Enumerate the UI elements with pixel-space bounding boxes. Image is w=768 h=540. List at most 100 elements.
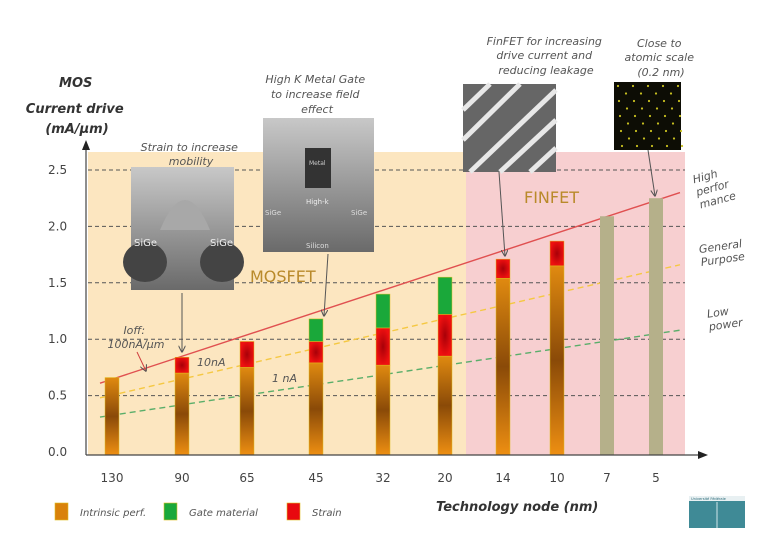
atom-dot (679, 129, 683, 133)
y-axis-arrow (82, 140, 90, 150)
y-tick-label: 2.5 (48, 163, 67, 177)
legend-label: Gate material (189, 508, 258, 519)
atom-dot (646, 84, 650, 88)
atom-dot (654, 92, 658, 95)
atom-dot (635, 144, 639, 148)
x-tick-label: 90 (174, 471, 189, 485)
atom-dot (669, 92, 673, 95)
atom-dot (634, 129, 638, 133)
x-axis-arrow (698, 451, 708, 459)
y-axis-title: MOS Current drive (mA/µm) (26, 76, 128, 137)
x-tick-label: 32 (375, 471, 390, 485)
bar-45-gate-material (308, 318, 324, 342)
finfet-image (461, 82, 558, 174)
legend: Intrinsic perf. Gate material Strain (54, 502, 342, 521)
bar-7-intrinsic-perf- (600, 216, 614, 455)
bar-130-intrinsic-perf- (104, 377, 120, 456)
region-label-mosfet: MOSFET (250, 267, 316, 286)
atom-dot (624, 92, 628, 95)
atomic-image (614, 82, 684, 150)
legend-label: Intrinsic perf. (80, 508, 146, 519)
bar-65-strain (239, 341, 255, 368)
atom-dot (631, 84, 635, 88)
atom-dot (665, 144, 669, 148)
svg-text:High-k: High-k (306, 198, 330, 206)
svg-text:SiGe: SiGe (351, 209, 367, 217)
atom-dot (650, 144, 654, 148)
atom-dot (618, 114, 622, 118)
annotation-10na: 10nA (197, 356, 226, 369)
atom-dot (626, 122, 630, 125)
y-tick-label: 0.0 (48, 445, 67, 459)
label-general-purpose: GeneralPurpose (698, 237, 746, 269)
arrow-finfet (498, 171, 505, 256)
annotation-strain: Strain to increase mobility (141, 141, 242, 168)
legend-label: Strain (312, 508, 342, 519)
bar-20-gate-material (437, 276, 453, 315)
bar-5-intrinsic-perf- (649, 198, 663, 455)
bar-20-strain (437, 314, 453, 357)
x-tick-label: 14 (495, 471, 510, 485)
atom-dot (664, 129, 668, 133)
svg-text:Highperformance: Highperformance (690, 164, 737, 212)
x-tick-label: 20 (437, 471, 452, 485)
trend-line-high-performance (99, 191, 681, 384)
bar-10-strain (549, 240, 565, 267)
bar-10-intrinsic-perf- (549, 265, 565, 456)
x-tick-label: 65 (239, 471, 254, 485)
atom-dot (649, 129, 653, 133)
atom-dot (672, 137, 676, 140)
atom-dot (627, 137, 631, 140)
logo: Université Fédérale (689, 496, 745, 528)
y-tick-label: 2.0 (48, 219, 67, 233)
atom-dot (617, 99, 621, 103)
region-label-finfet: FINFET (524, 188, 579, 207)
y-tick-label: 1.0 (48, 332, 67, 346)
atom-dot (676, 84, 680, 88)
atom-dot (647, 99, 651, 103)
atom-dot (632, 99, 636, 103)
label-high-performance: Highperformance (690, 164, 737, 212)
annotation-ioff: Ioff: 100nA/µm (108, 324, 165, 351)
atom-dot (616, 84, 620, 88)
svg-text:Metal: Metal (309, 160, 326, 167)
atom-dot (661, 84, 665, 88)
atom-dot (662, 99, 666, 103)
svg-text:SiGe: SiGe (210, 238, 233, 249)
legend-swatch (54, 502, 69, 521)
atom-dot (642, 137, 646, 140)
bar-14-strain (495, 258, 511, 279)
atom-dot (670, 107, 674, 110)
annotation-atomic: Close to atomic scale (0.2 nm) (625, 37, 698, 79)
atom-dot (656, 122, 660, 125)
bar-32-intrinsic-perf- (375, 364, 391, 456)
svg-text:GeneralPurpose: GeneralPurpose (698, 237, 746, 269)
bar-32-strain (375, 327, 391, 366)
atom-dot (677, 99, 681, 103)
atom-dot (663, 114, 667, 118)
hkmg-image: Metal High-k SiGe SiGe Silicon (263, 118, 374, 252)
bar-65-intrinsic-perf- (239, 367, 255, 456)
bar-90-intrinsic-perf- (174, 372, 190, 456)
legend-swatch (163, 502, 178, 521)
arrow-ioff (136, 351, 146, 371)
strain-image: SiGe SiGe (123, 167, 244, 290)
annotation-finfet: FinFET for increasing drive current and … (487, 35, 606, 77)
atom-dot (620, 144, 624, 148)
x-tick-label: 10 (549, 471, 564, 485)
svg-text:Université Fédérale: Université Fédérale (691, 497, 727, 501)
svg-text:Lowpower: Lowpower (705, 303, 745, 334)
bar-32-gate-material (375, 293, 391, 329)
atom-dot (640, 107, 644, 110)
atom-dot (648, 114, 652, 118)
bar-45-strain (308, 341, 324, 364)
arrow-atomic (647, 149, 655, 196)
atom-dot (671, 122, 675, 125)
y-tick-label: 1.5 (48, 276, 67, 290)
bar-14-intrinsic-perf- (495, 278, 511, 456)
label-low-power: Lowpower (705, 303, 745, 334)
x-tick-label: 7 (603, 471, 611, 485)
atom-dot (680, 144, 684, 148)
atom-dot (639, 92, 643, 95)
